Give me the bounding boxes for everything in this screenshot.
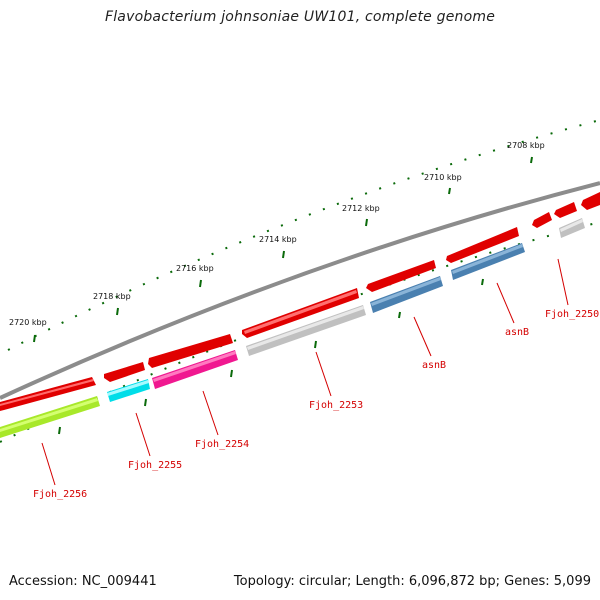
gene-arrow[interactable] <box>104 362 145 382</box>
map-title: Flavobacterium johnsoniae UW101, complet… <box>104 9 496 25</box>
accession-text: Accession: NC_009441 <box>9 574 157 589</box>
label-leaders <box>41 258 569 486</box>
label-Fjoh_2256: Fjoh_2256 <box>33 489 87 500</box>
label-asnB-2: asnB <box>422 360 446 371</box>
label-Fjoh_2250: Fjoh_2250 <box>545 309 599 320</box>
scale-label-2710: 2710 kbp <box>424 173 462 182</box>
scale-label-2712: 2712 kbp <box>342 204 380 213</box>
strand-genes <box>0 192 600 411</box>
gene-arrow[interactable] <box>446 227 519 263</box>
label-asnB-1: asnB <box>505 327 529 338</box>
inner-major-ticks <box>58 278 484 435</box>
genome-backbone <box>0 181 600 400</box>
gene-arrow[interactable] <box>366 260 436 292</box>
gene-arrow[interactable] <box>532 212 552 228</box>
gene-arrow[interactable] <box>148 334 233 368</box>
label-Fjoh_2254: Fjoh_2254 <box>195 439 249 450</box>
gene-arrow[interactable] <box>554 202 577 218</box>
scale-label-2714: 2714 kbp <box>259 235 297 244</box>
scale-label-2718: 2718 kbp <box>93 292 131 301</box>
genome-summary-text: Topology: circular; Length: 6,096,872 bp… <box>233 574 591 589</box>
scale-label-2716: 2716 kbp <box>176 264 214 273</box>
scale-major-ticks <box>33 156 533 343</box>
scale-label-2720: 2720 kbp <box>9 318 47 327</box>
label-Fjoh_2253: Fjoh_2253 <box>309 400 363 411</box>
gene-arrow[interactable] <box>581 192 600 210</box>
feature-genes <box>0 218 585 438</box>
label-Fjoh_2255: Fjoh_2255 <box>128 460 182 471</box>
scale-label-2708: 2708 kbp <box>507 141 545 150</box>
